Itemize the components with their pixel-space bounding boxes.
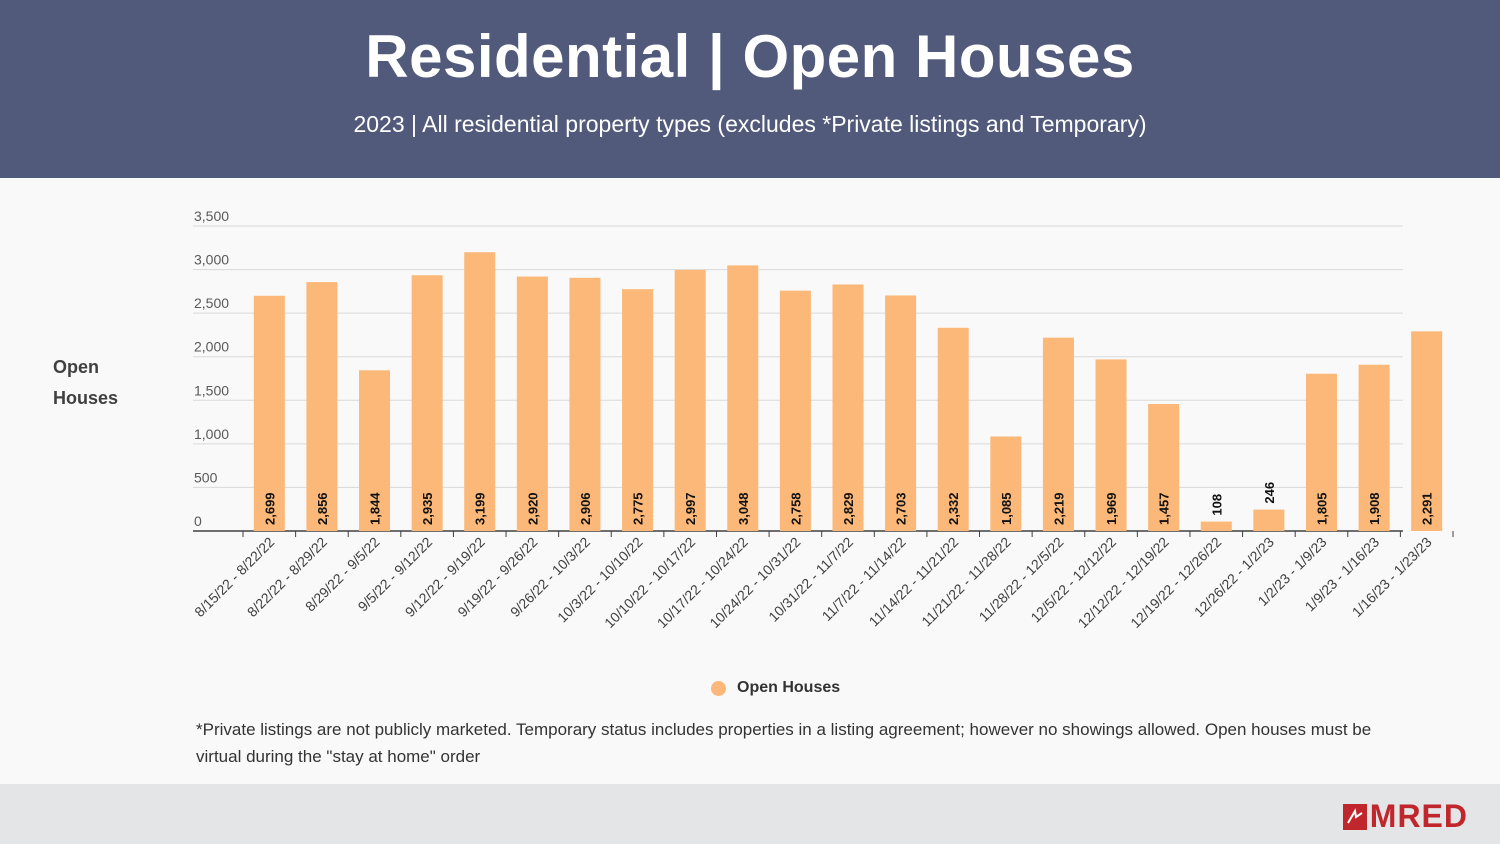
x-tick-label: 10/24/22 - 10/31/22 (706, 534, 803, 631)
data-label: 2,935 (420, 492, 435, 525)
bar (622, 289, 654, 531)
bar (1095, 359, 1127, 531)
data-label: 2,997 (683, 492, 698, 525)
bar (779, 290, 811, 531)
header-banner: Residential | Open Houses 2023 | All res… (0, 0, 1500, 178)
footer-bar: MRED (0, 784, 1500, 844)
bar (937, 327, 969, 531)
legend-label: Open Houses (737, 679, 841, 696)
bar (832, 284, 864, 531)
bar (1042, 337, 1074, 531)
bar (1358, 364, 1390, 531)
y-tick-label: 3,000 (194, 252, 229, 268)
y-tick-label: 0 (194, 513, 202, 529)
legend-swatch-icon (711, 680, 726, 696)
bar (411, 275, 443, 531)
data-label: 2,291 (1420, 492, 1435, 525)
chart-legend[interactable]: Open Houses (711, 679, 840, 697)
data-label: 2,332 (946, 492, 961, 525)
data-label: 1,908 (1367, 492, 1382, 525)
y-tick-label: 2,500 (194, 295, 229, 311)
data-label: 1,085 (999, 492, 1014, 525)
data-label: 2,699 (262, 492, 277, 525)
data-label: 2,856 (315, 492, 330, 525)
bar (885, 295, 917, 531)
bar (990, 436, 1022, 531)
bar (359, 370, 391, 531)
y-tick-label: 1,500 (194, 382, 229, 398)
bar (253, 295, 285, 531)
y-tick-label: 2,000 (194, 339, 229, 355)
y-tick-label: 1,000 (194, 426, 229, 442)
data-label: 1,844 (368, 492, 383, 525)
y-tick-label: 500 (194, 469, 218, 485)
data-label: 3,048 (736, 492, 751, 525)
data-label: 2,219 (1051, 492, 1066, 525)
bar (569, 277, 601, 531)
data-label: 2,775 (631, 492, 646, 525)
x-tick-label: 12/12/22 - 12/19/22 (1075, 534, 1172, 631)
y-tick-label: 3,500 (194, 208, 229, 224)
logo-text: MRED (1369, 798, 1468, 834)
page-title: Residential | Open Houses (365, 23, 1135, 90)
open-houses-bar-chart: 05001,0001,5002,0002,5003,0003,5002,6998… (191, 208, 1454, 631)
bar (516, 276, 548, 531)
page-subtitle: 2023 | All residential property types (e… (353, 111, 1147, 137)
bar (727, 265, 759, 531)
bar (306, 282, 338, 531)
data-label: 2,829 (841, 492, 856, 525)
x-tick-label: 11/14/22 - 11/21/22 (866, 534, 962, 630)
data-label: 2,758 (788, 492, 803, 525)
data-label: 1,969 (1104, 492, 1119, 525)
data-label: 246 (1262, 482, 1277, 504)
bar (674, 269, 706, 531)
data-label: 108 (1209, 494, 1224, 516)
bar (464, 252, 496, 531)
bar (1200, 521, 1232, 531)
footnote: *Private listings are not publicly marke… (196, 720, 1372, 766)
data-label: 1,457 (1157, 492, 1172, 525)
data-label: 2,906 (578, 492, 593, 525)
x-tick-label: 10/17/22 - 10/24/22 (654, 534, 751, 631)
y-axis-label: Open Houses (53, 352, 118, 414)
y-axis-label-line-1: Open (53, 357, 100, 377)
bar (1148, 404, 1180, 531)
bar (1305, 373, 1337, 531)
x-tick-label: 12/19/22 - 12/26/22 (1127, 534, 1224, 631)
data-label: 3,199 (473, 492, 488, 525)
data-label: 2,703 (894, 492, 909, 525)
y-axis-label-line-2: Houses (53, 388, 119, 408)
x-tick-label: 11/21/22 - 11/28/22 (918, 534, 1014, 630)
bar (1411, 331, 1443, 531)
logo-mark-icon (1342, 803, 1367, 830)
data-label: 2,920 (525, 492, 540, 525)
x-tick-label: 10/10/22 - 10/17/22 (601, 534, 698, 631)
mred-logo: MRED (1342, 798, 1468, 835)
bar (1253, 509, 1285, 531)
data-label: 1,805 (1314, 492, 1329, 525)
